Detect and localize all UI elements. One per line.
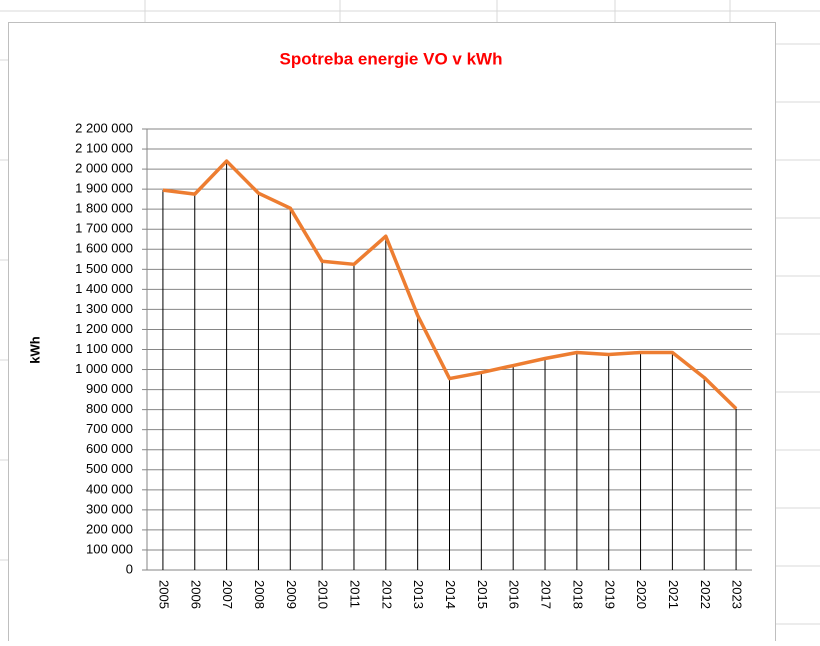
y-tick-label: 1 500 000 [75, 261, 133, 276]
x-tick-label: 2007 [220, 580, 235, 609]
x-tick-label: 2021 [666, 580, 681, 609]
x-tick-label: 2008 [252, 580, 267, 609]
x-tick-label: 2019 [602, 580, 617, 609]
y-tick-label: 1 200 000 [75, 321, 133, 336]
x-tick-label: 2014 [443, 580, 458, 609]
y-tick-label: 1 100 000 [75, 341, 133, 356]
x-tick-label: 2015 [475, 580, 490, 609]
y-tick-label: 1 600 000 [75, 241, 133, 256]
y-tick-label: 800 000 [86, 401, 133, 416]
y-tick-label: 2 100 000 [75, 140, 133, 155]
y-tick-label: 700 000 [86, 421, 133, 436]
y-tick-label: 1 800 000 [75, 201, 133, 216]
y-tick-label: 1 400 000 [75, 281, 133, 296]
x-tick-label: 2006 [188, 580, 203, 609]
x-tick-label: 2018 [570, 580, 585, 609]
y-tick-label: 100 000 [86, 541, 133, 556]
x-tick-label: 2009 [284, 580, 299, 609]
chart-title: Spotreba energie VO v kWh [280, 49, 503, 68]
y-tick-label: 1 000 000 [75, 361, 133, 376]
x-tick-label: 2017 [539, 580, 554, 609]
y-tick-label: 200 000 [86, 521, 133, 536]
x-tick-label: 2023 [730, 580, 745, 609]
y-tick-label: 2 200 000 [75, 120, 133, 135]
y-tick-label: 600 000 [86, 441, 133, 456]
y-tick-label: 900 000 [86, 381, 133, 396]
y-tick-label: 0 [126, 561, 133, 576]
y-axis-label: kWh [27, 336, 42, 364]
sheet-grid [0, 0, 820, 625]
y-tick-label: 300 000 [86, 501, 133, 516]
y-tick-label: 1 700 000 [75, 221, 133, 236]
y-tick-label: 400 000 [86, 481, 133, 496]
y-tick-label: 500 000 [86, 461, 133, 476]
x-tick-label: 2016 [507, 580, 522, 609]
x-tick-label: 2020 [634, 580, 649, 609]
x-tick-label: 2013 [411, 580, 426, 609]
x-tick-label: 2010 [316, 580, 331, 609]
x-tick-label: 2005 [156, 580, 171, 609]
x-tick-label: 2011 [348, 580, 363, 608]
y-tick-label: 1 900 000 [75, 181, 133, 196]
chart-area [8, 22, 776, 646]
x-tick-label: 2022 [698, 580, 713, 609]
y-tick-label: 2 000 000 [75, 161, 133, 176]
x-tick-label: 2012 [379, 580, 394, 609]
line-series [162, 159, 738, 410]
y-tick-label: 1 300 000 [75, 301, 133, 316]
